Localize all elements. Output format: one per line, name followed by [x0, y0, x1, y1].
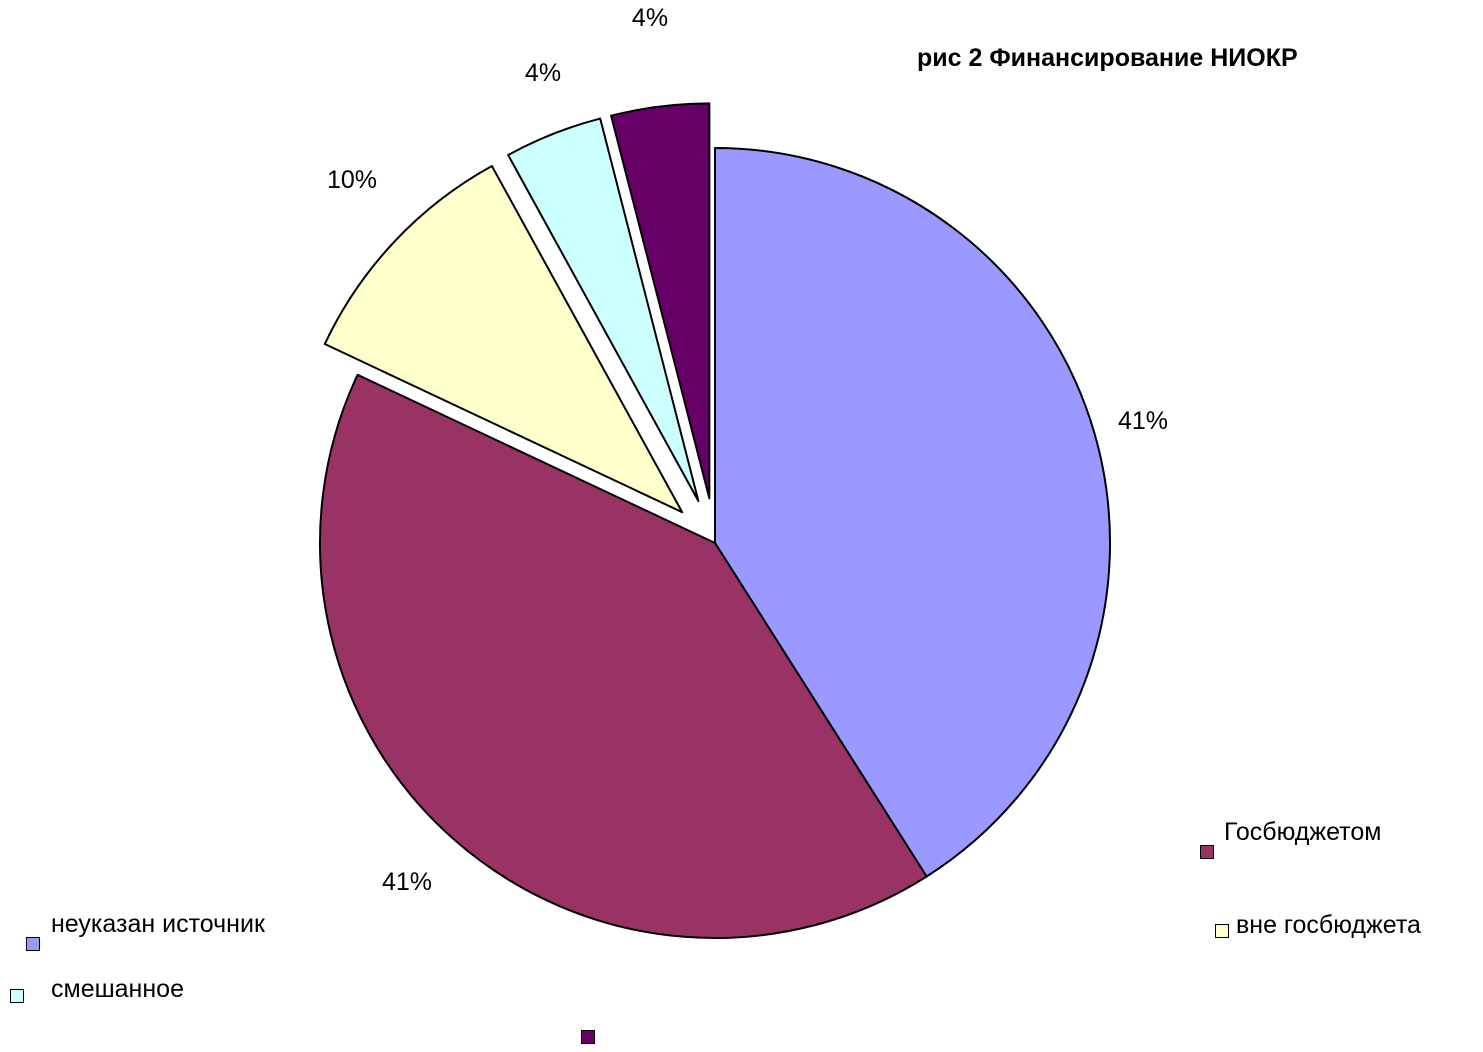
legend-label-unspecified: неуказан источник: [51, 910, 265, 938]
pie-slice-3: [507, 117, 700, 503]
legend-swatch-state-budget: [1200, 845, 1214, 859]
chart-title: рис 2 Финансирование НИОКР: [917, 44, 1298, 72]
legend-label-non-budget: вне госбюджета: [1236, 911, 1421, 939]
slice-label-2: 10%: [327, 166, 377, 194]
legend-swatch-unspecified: [26, 937, 40, 951]
slice-label-0: 41%: [1118, 407, 1168, 435]
slice-label-1: 41%: [382, 868, 432, 896]
legend-label-mixed: смешанное: [51, 975, 184, 1003]
pie-slice-1: [319, 373, 928, 939]
pie-slice-0: [714, 147, 1111, 878]
legend-swatch-mixed: [10, 989, 24, 1003]
slice-label-3: 4%: [525, 59, 561, 87]
pie-slice-4: [610, 102, 711, 500]
slice-label-4: 4%: [632, 4, 668, 32]
legend-swatch-other: [581, 1030, 595, 1044]
legend-label-state-budget: Госбюджетом: [1224, 818, 1382, 846]
pie-slice-2: [323, 165, 684, 514]
legend-swatch-non-budget: [1215, 924, 1229, 938]
